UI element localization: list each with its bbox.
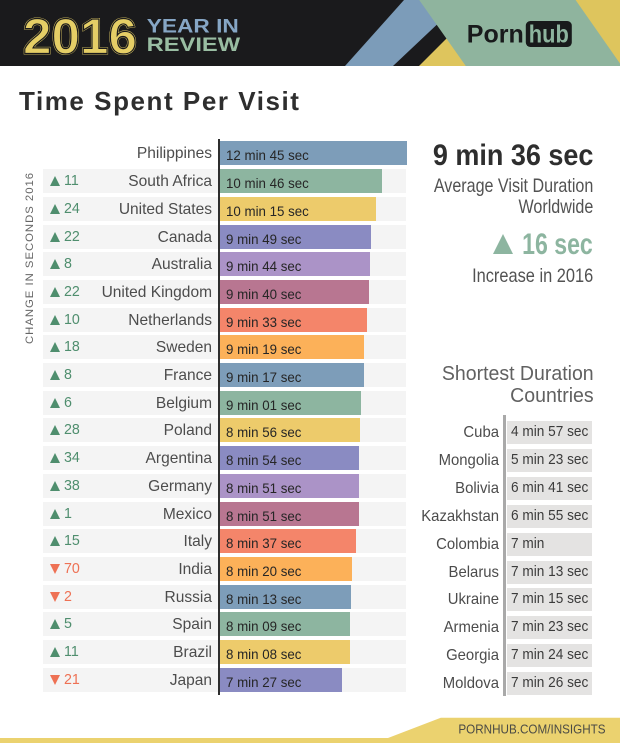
- svg-text:REVIEW: REVIEW: [147, 34, 241, 56]
- svg-text:2016: 2016: [23, 7, 137, 64]
- svg-text:hub: hub: [529, 21, 569, 49]
- svg-text:YEAR IN: YEAR IN: [147, 16, 239, 38]
- svg-text:PORNHUB.COM/INSIGHTS: PORNHUB.COM/INSIGHTS: [458, 723, 605, 737]
- svg-text:Porn: Porn: [467, 21, 524, 49]
- svg-text:2016: 2016: [23, 7, 137, 64]
